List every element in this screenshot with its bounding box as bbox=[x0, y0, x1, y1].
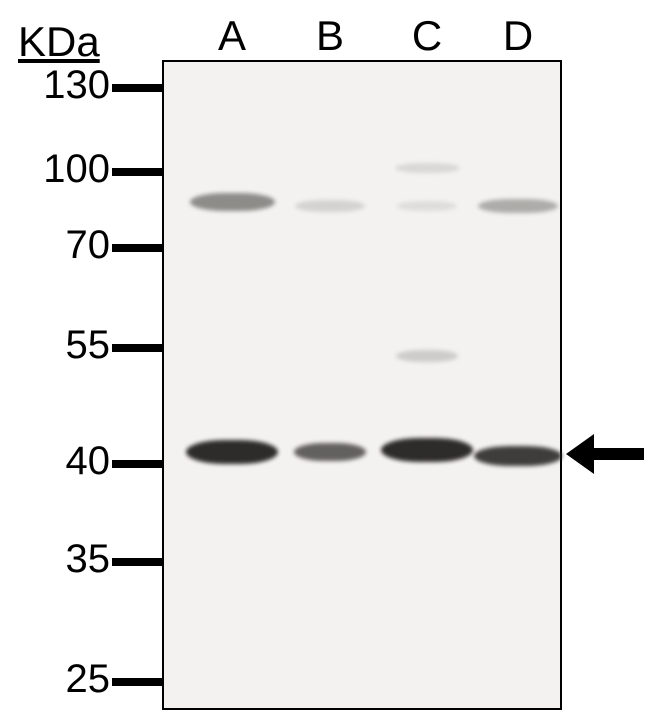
mw-marker-label-35: 35 bbox=[0, 537, 110, 582]
mw-marker-tick-40 bbox=[112, 460, 162, 468]
target-band-arrow-shaft bbox=[594, 448, 644, 460]
mw-marker-tick-35 bbox=[112, 558, 162, 566]
band-a-6 bbox=[186, 440, 278, 464]
band-c-3 bbox=[397, 201, 457, 211]
mw-marker-tick-25 bbox=[112, 678, 162, 686]
lane-label-b: B bbox=[305, 12, 355, 60]
band-d-9 bbox=[474, 446, 562, 466]
mw-marker-label-130: 130 bbox=[0, 63, 110, 108]
band-a-0 bbox=[190, 193, 275, 211]
lane-label-d: D bbox=[493, 12, 543, 60]
band-b-7 bbox=[294, 443, 366, 461]
mw-marker-tick-70 bbox=[112, 244, 162, 252]
mw-marker-label-40: 40 bbox=[0, 439, 110, 484]
band-d-4 bbox=[478, 199, 558, 213]
mw-marker-label-55: 55 bbox=[0, 323, 110, 368]
mw-marker-label-25: 25 bbox=[0, 657, 110, 702]
lane-label-c: C bbox=[402, 12, 452, 60]
lane-label-a: A bbox=[207, 12, 257, 60]
mw-marker-label-100: 100 bbox=[0, 147, 110, 192]
band-c-5 bbox=[396, 350, 458, 362]
kda-axis-label: KDa bbox=[18, 18, 100, 66]
western-blot-figure: KDa ABCD 130 100 70 55 40 35 25 bbox=[0, 0, 650, 725]
blot-membrane bbox=[162, 60, 562, 710]
target-band-arrow-head bbox=[566, 434, 594, 474]
band-c-2 bbox=[395, 163, 460, 173]
band-b-1 bbox=[295, 200, 365, 212]
mw-marker-tick-55 bbox=[112, 344, 162, 352]
mw-marker-label-70: 70 bbox=[0, 223, 110, 268]
band-c-8 bbox=[381, 438, 473, 462]
mw-marker-tick-130 bbox=[112, 84, 162, 92]
mw-marker-tick-100 bbox=[112, 168, 162, 176]
